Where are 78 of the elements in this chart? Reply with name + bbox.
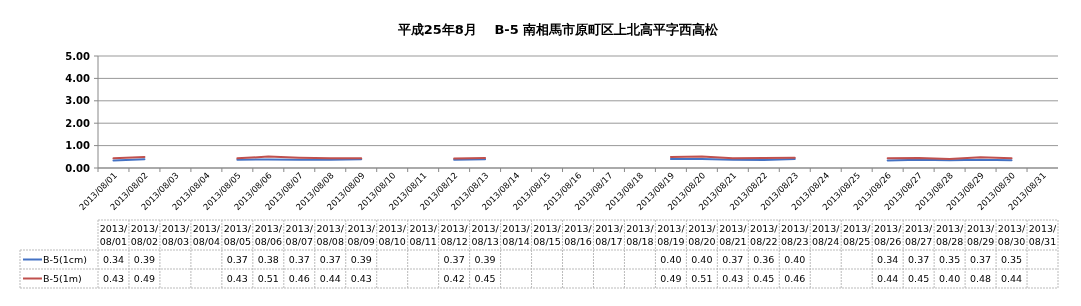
y-tick-label: 1.00 (65, 140, 91, 152)
category-label: 2013/08/29 (966, 223, 995, 247)
category-label: 2013/08/28 (935, 223, 964, 247)
data-label: 0.34 (877, 253, 899, 265)
category-label: 2013/08/02 (130, 223, 159, 247)
data-label: 0.35 (939, 253, 961, 265)
data-label: 0.44 (1000, 272, 1023, 284)
category-label: 2013/08/07 (285, 223, 313, 247)
category-label: 2013/08/15 (533, 223, 561, 247)
data-label: 0.40 (660, 253, 682, 265)
data-label: 0.37 (319, 253, 341, 265)
data-label: 0.39 (474, 253, 496, 265)
data-label: 0.42 (443, 272, 465, 284)
data-label: 0.43 (722, 272, 744, 284)
category-label: 2013/08/11 (409, 223, 437, 247)
data-label: 0.37 (722, 253, 744, 265)
data-label: 0.45 (908, 272, 930, 284)
category-label: 2013/08/13 (471, 223, 499, 247)
data-label: 0.45 (474, 272, 496, 284)
data-label: 0.51 (257, 272, 279, 284)
data-label: 0.46 (288, 272, 310, 284)
y-tick-label: 5.00 (65, 50, 91, 62)
category-label: 2013/08/10 (378, 223, 406, 247)
data-label: 0.37 (443, 253, 465, 265)
category-label: 2013/08/08 (316, 223, 344, 247)
data-label: 0.38 (257, 253, 279, 265)
data-label: 0.39 (133, 253, 156, 265)
category-label: 2013/08/21 (719, 223, 747, 247)
data-label: 0.49 (660, 272, 682, 284)
data-label: 0.43 (102, 272, 125, 284)
data-label: 0.37 (970, 253, 992, 265)
y-tick-label: 2.00 (65, 117, 91, 129)
data-label: 0.40 (939, 272, 961, 284)
data-label: 0.39 (350, 253, 372, 265)
category-label: 2013/08/06 (254, 223, 283, 247)
chart-title: 平成25年8月 B-5 南相馬市原町区上北高平字西高松 (396, 22, 720, 37)
category-label: 2013/08/18 (626, 223, 654, 247)
category-label: 2013/08/04 (192, 223, 221, 247)
legend-label: B-5(1m) (43, 272, 82, 284)
category-label: 2013/08/27 (904, 223, 933, 247)
y-tick-label: 3.00 (65, 95, 91, 107)
data-label: 0.43 (350, 272, 372, 284)
data-label: 0.46 (784, 272, 806, 284)
category-label: 2013/08/01 (99, 223, 128, 247)
data-label: 0.43 (226, 272, 248, 284)
data-label: 0.51 (691, 272, 713, 284)
category-label: 2013/08/23 (781, 223, 809, 247)
category-label: 2013/08/16 (564, 223, 592, 247)
data-label: 0.49 (133, 272, 156, 284)
category-label: 2013/08/17 (595, 223, 623, 247)
data-label: 0.35 (1000, 253, 1023, 265)
data-label: 0.44 (319, 272, 341, 284)
legend-label: B-5(1cm) (43, 253, 87, 265)
category-label: 2013/08/26 (873, 223, 902, 247)
category-label: 2013/08/24 (812, 223, 840, 247)
category-label: 2013/08/09 (347, 223, 375, 247)
data-label: 0.36 (753, 253, 775, 265)
data-label: 0.37 (908, 253, 930, 265)
y-tick-label: 0.00 (65, 162, 91, 174)
data-label: 0.34 (102, 253, 125, 265)
y-tick-label: 4.00 (65, 72, 91, 84)
category-label: 2013/08/31 (1028, 223, 1057, 247)
data-label: 0.40 (691, 253, 713, 265)
category-label: 2013/08/03 (161, 223, 190, 247)
category-label: 2013/08/19 (657, 223, 685, 247)
category-label: 2013/08/05 (223, 223, 252, 247)
category-label: 2013/08/14 (502, 223, 530, 247)
category-label: 2013/08/12 (440, 223, 468, 247)
category-label: 2013/08/22 (750, 223, 778, 247)
data-label: 0.40 (784, 253, 806, 265)
data-label: 0.44 (877, 272, 899, 284)
data-label: 0.45 (753, 272, 775, 284)
category-label: 2013/08/30 (997, 223, 1026, 247)
data-label: 0.37 (226, 253, 248, 265)
category-label: 2013/08/25 (843, 223, 871, 247)
data-label: 0.37 (288, 253, 310, 265)
category-label: 2013/08/20 (688, 223, 716, 247)
data-label: 0.48 (970, 272, 992, 284)
